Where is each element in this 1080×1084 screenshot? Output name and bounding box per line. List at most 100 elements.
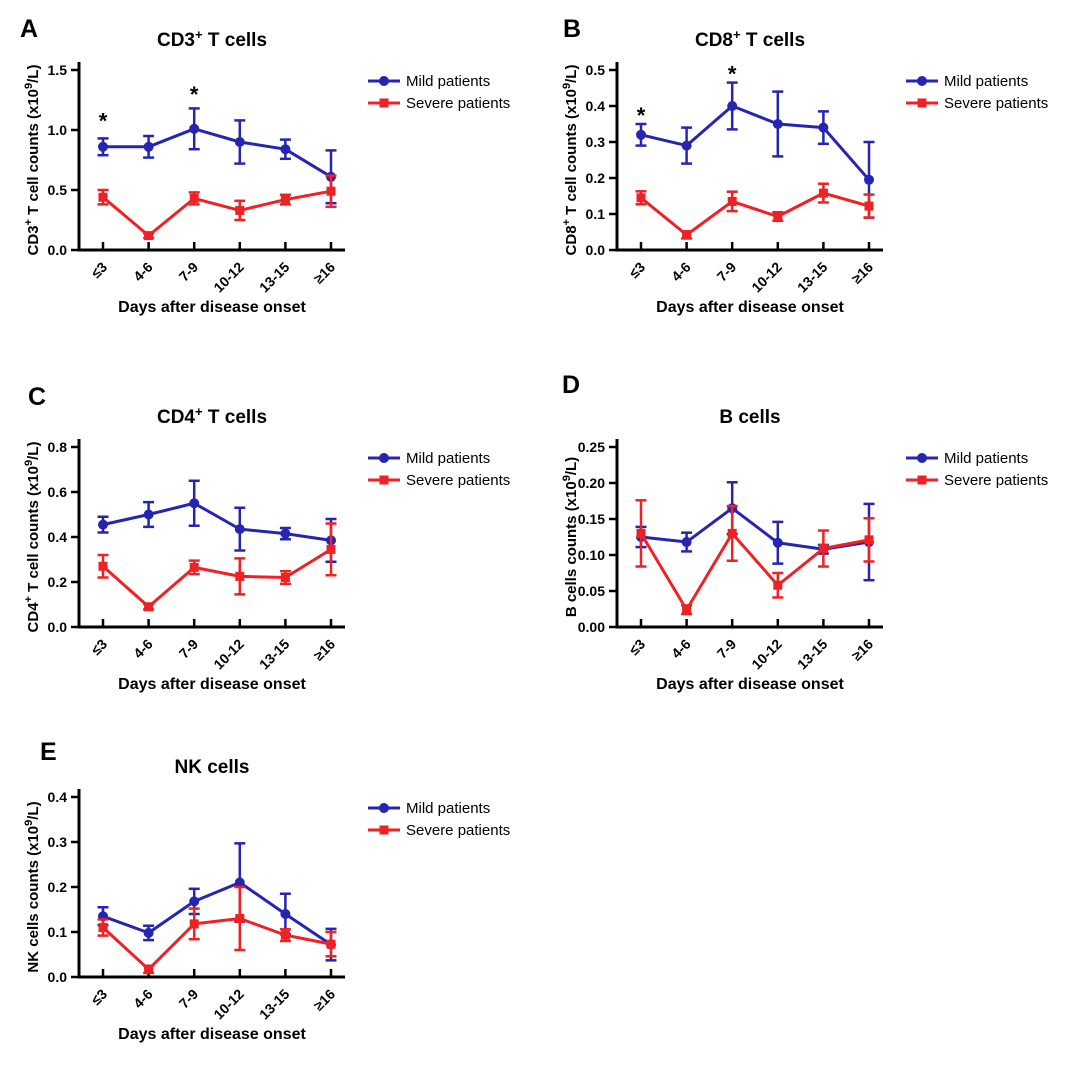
y-tick-label: 0.1 <box>586 206 606 222</box>
legend-label: Severe patients <box>406 472 510 489</box>
legend-marker-square <box>379 98 389 108</box>
panel-label-c: C <box>28 383 47 411</box>
x-tick-label: ≤3 <box>88 636 110 658</box>
marker-circle <box>143 927 154 938</box>
series-line <box>640 506 870 551</box>
y-tick-label: 0.2 <box>48 879 68 895</box>
x-axis-title: Days after disease onset <box>656 299 844 316</box>
significance-asterisk: * <box>637 103 646 128</box>
chart-title: B cells <box>719 407 780 428</box>
y-axis-title: NK cells counts (x109/L) <box>23 801 42 972</box>
marker-circle <box>681 537 692 548</box>
axes <box>77 62 345 252</box>
legend-item-mild: Mild patients <box>368 800 490 817</box>
marker-circle <box>234 137 245 147</box>
marker-circle <box>818 122 829 133</box>
series-severe-patients <box>97 885 337 975</box>
y-tick-label: 0.4 <box>48 529 68 545</box>
axes <box>77 789 345 979</box>
marker-square <box>682 605 692 615</box>
chart-title: CD3+ T cells <box>157 27 267 51</box>
axes <box>615 439 883 629</box>
legend-marker-square <box>379 825 389 835</box>
legend-marker-square <box>917 475 927 485</box>
chart-title: CD4+ T cells <box>157 404 267 428</box>
panel-label-b: B <box>563 15 582 43</box>
y-tick-label: 0.10 <box>578 547 605 563</box>
y-tick-label: 0.5 <box>586 62 606 78</box>
marker-square <box>636 193 646 203</box>
x-tick-label: ≥16 <box>310 636 338 664</box>
series-line <box>101 917 332 971</box>
marker-circle <box>727 101 738 111</box>
marker-square <box>189 919 199 929</box>
chart-cd3-t-cells: CD3+ T cells 0.0 0.5 1.0 1.5 ≤3 4-6 7-9 10-12 13-… <box>23 27 510 316</box>
y-tick-label: 0.2 <box>586 170 606 186</box>
x-tick-label: 7-9 <box>176 259 202 285</box>
marker-square <box>189 193 199 203</box>
panel-d-b-cells: D B cells 0.00 0.05 0.10 0.15 0.20 0.25 ≤3 4-6 7-… <box>548 371 1078 703</box>
legend-marker-circle <box>379 453 389 463</box>
series-severe-patients <box>97 174 337 241</box>
legend-marker-circle <box>917 453 927 463</box>
marker-square <box>773 212 783 222</box>
x-tick-label: 10-12 <box>748 636 785 673</box>
significance-asterisk: * <box>99 108 108 133</box>
series-severe-patients <box>635 499 875 616</box>
legend-label: Mild patients <box>406 450 490 467</box>
panel-label-e: E <box>40 738 57 766</box>
legend-label: Severe patients <box>406 95 510 112</box>
series-line <box>102 189 332 238</box>
legend-marker-square <box>917 98 927 108</box>
y-tick-label: 0.8 <box>48 439 68 455</box>
x-tick-label: 10-12 <box>210 259 247 296</box>
x-tick-label: 10-12 <box>210 986 247 1023</box>
marker-circle <box>280 909 291 919</box>
series-line <box>639 531 870 612</box>
panel-c-cd4-t-cells: C CD4+ T cells 0.0 0.2 0.4 0.6 0.8 ≤3 4-6 7-9 10-… <box>10 381 540 703</box>
x-axis-title: Days after disease onset <box>656 676 844 693</box>
series-mild-patients <box>97 107 337 205</box>
axes <box>615 62 883 252</box>
marker-square <box>235 571 245 581</box>
y-tick-label: 0.3 <box>586 134 606 150</box>
chart-nk-cells: NK cells 0.0 0.1 0.2 0.3 0.4 ≤3 4-6 7-9 10-12 13-1… <box>23 757 510 1043</box>
y-tick-label: 0.2 <box>48 574 68 590</box>
series-mild-patients <box>97 842 337 962</box>
x-tick-label: 4-6 <box>130 986 156 1012</box>
series-line <box>102 501 332 542</box>
y-tick-label: 0.15 <box>578 511 605 527</box>
panel-e-nk-cells: E NK cells 0.0 0.1 0.2 0.3 0.4 ≤3 4-6 7-9 10-12 13… <box>10 731 540 1053</box>
axes <box>77 439 345 629</box>
marker-square <box>280 573 290 582</box>
x-axis-title: Days after disease onset <box>118 1026 306 1043</box>
y-tick-label: 1.0 <box>48 122 68 138</box>
y-tick-label: 0.20 <box>578 475 605 491</box>
x-tick-label: ≥16 <box>310 259 338 287</box>
legend-label: Mild patients <box>406 73 490 90</box>
y-axis-title: B cells counts (x109/L) <box>561 457 580 617</box>
series-line <box>640 191 870 237</box>
marker-circle <box>280 528 291 539</box>
marker-square <box>818 188 828 198</box>
x-tick-label: 10-12 <box>748 259 785 296</box>
legend-marker-square <box>379 475 389 485</box>
x-tick-label: ≤3 <box>88 986 110 1008</box>
legend-item-severe: Severe patients <box>368 822 510 839</box>
chart-cd8-t-cells: CD8+ T cells 0.0 0.1 0.2 0.3 0.4 0.5 ≤3 4-6 7-9 10… <box>561 27 1048 316</box>
marker-square <box>773 580 783 590</box>
legend-item-severe: Severe patients <box>906 95 1048 112</box>
x-tick-label: 7-9 <box>714 259 740 285</box>
y-tick-label: 0.05 <box>578 583 605 599</box>
legend-item-severe: Severe patients <box>368 95 510 112</box>
marker-circle <box>98 141 108 152</box>
legend-label: Mild patients <box>944 73 1028 90</box>
series-mild-patients <box>635 81 875 219</box>
series-line <box>102 881 332 946</box>
marker-square <box>326 544 336 554</box>
x-tick-label: ≥16 <box>310 986 338 1014</box>
legend-label: Mild patients <box>406 800 490 817</box>
marker-square <box>144 964 154 974</box>
x-tick-label: ≤3 <box>88 259 110 281</box>
chart-b-cells: B cells 0.00 0.05 0.10 0.15 0.20 0.25 ≤3 4-6 7-9 1… <box>561 407 1048 693</box>
